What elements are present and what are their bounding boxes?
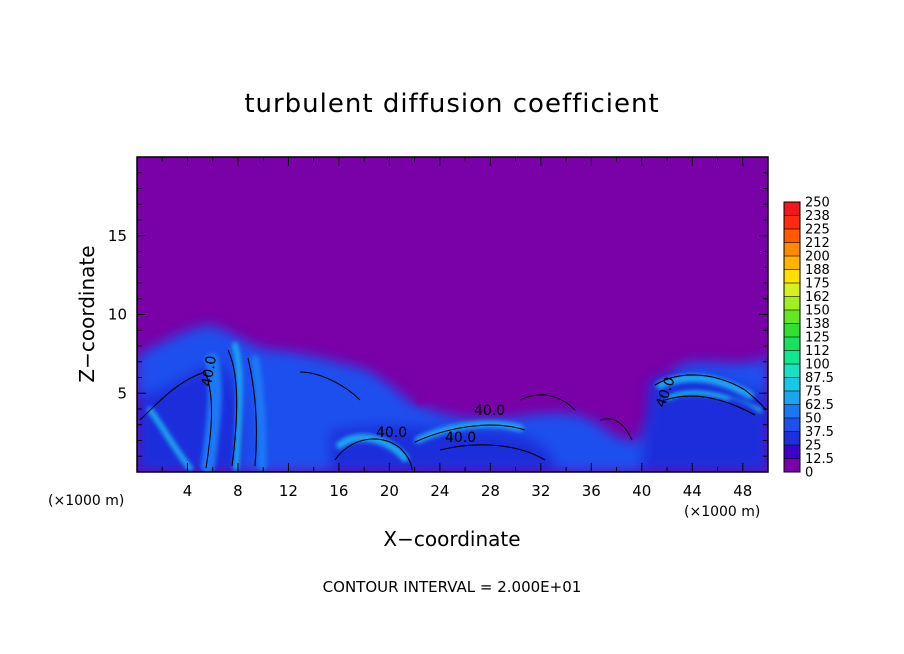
colorbar-label: 75: [805, 385, 822, 400]
colorbar-swatch: [784, 229, 800, 243]
colorbar-label: 100: [805, 358, 830, 373]
colorbar-swatch: [784, 418, 800, 432]
x-tick-label: 16: [329, 482, 348, 500]
colorbar-swatch: [784, 337, 800, 351]
colorbar-label: 0: [805, 466, 813, 481]
colorbar-label: 250: [805, 196, 830, 211]
colorbar-label: 50: [805, 412, 822, 427]
colorbar-swatch: [784, 404, 800, 419]
contour-interval-note: CONTOUR INTERVAL = 2.000E+01: [323, 578, 582, 596]
x-axis: 4 8 12 16 20 24 28 32 36 40 44 48: [161, 157, 752, 500]
chart-title: turbulent diffusion coefficient: [244, 89, 659, 119]
colorbar-label: 138: [805, 317, 830, 332]
colorbar-label: 225: [805, 223, 830, 238]
colorbar-swatch: [784, 323, 800, 338]
x-tick-label: 44: [683, 482, 702, 500]
colorbar-swatch: [784, 310, 800, 324]
x-unit-right: (×1000 m): [684, 504, 760, 520]
x-tick-label: 40: [632, 482, 651, 500]
colorbar-label: 212: [805, 236, 830, 251]
colorbar-swatch: [784, 458, 800, 473]
colorbar-label: 37.5: [805, 425, 834, 440]
plot-area: 40.0 40.0 40.0 40.0 40.0: [137, 157, 768, 472]
y-axis-label: Z−coordinate: [75, 245, 99, 382]
x-axis-label: X−coordinate: [383, 527, 520, 551]
colorbar-swatch: [784, 431, 800, 446]
colorbar-swatch: [784, 296, 800, 311]
contour-lines: [139, 349, 767, 471]
x-tick-label: 12: [279, 482, 298, 500]
contour-label: 40.0: [376, 425, 407, 441]
colorbar-label: 25: [805, 439, 822, 454]
x-tick-label: 36: [582, 482, 601, 500]
colorbar-label: 238: [805, 209, 830, 224]
colorbar-swatch: [784, 350, 800, 365]
contour-label: 40.0: [445, 430, 476, 446]
colorbar-label: 188: [805, 263, 830, 278]
x-tick-label: 20: [380, 482, 399, 500]
colorbar-swatch: [784, 283, 800, 297]
colorbar-label: 175: [805, 277, 830, 292]
colorbar-swatch: [784, 364, 800, 378]
contour-label: 40.0: [474, 403, 505, 419]
colorbar-swatch: [784, 391, 800, 405]
colorbar-swatch: [784, 256, 800, 270]
x-tick-label: 28: [481, 482, 500, 500]
x-tick-label: 48: [733, 482, 752, 500]
x-tick-label: 24: [430, 482, 449, 500]
colorbar-label: 62.5: [805, 398, 834, 413]
x-unit-left: (×1000 m): [48, 493, 124, 509]
colorbar-swatch: [784, 377, 800, 392]
colorbar-swatch: [784, 242, 800, 257]
colorbar-label: 12.5: [805, 452, 834, 467]
colorbar-label: 150: [805, 304, 830, 319]
y-tick-label: 10: [108, 306, 127, 324]
colorbar-label: 112: [805, 344, 830, 359]
colorbar-label: 87.5: [805, 371, 834, 386]
colorbar-label: 125: [805, 331, 830, 346]
colorbar-swatch: [784, 215, 800, 230]
colorbar-label: 200: [805, 250, 830, 265]
colorbar-label: 162: [805, 290, 830, 305]
colorbar-swatch: [784, 445, 800, 459]
y-axis: 5 10 15: [108, 172, 768, 457]
x-tick-label: 8: [233, 482, 243, 500]
y-tick-label: 15: [108, 227, 127, 245]
contour-label: 40.0: [199, 354, 220, 387]
x-tick-label: 32: [531, 482, 550, 500]
colorbar: 012.52537.55062.57587.510011212513815016…: [783, 196, 834, 481]
colorbar-swatch: [784, 202, 800, 216]
y-tick-label: 5: [117, 384, 127, 402]
x-tick-label: 4: [183, 482, 193, 500]
colorbar-swatch: [784, 269, 800, 284]
